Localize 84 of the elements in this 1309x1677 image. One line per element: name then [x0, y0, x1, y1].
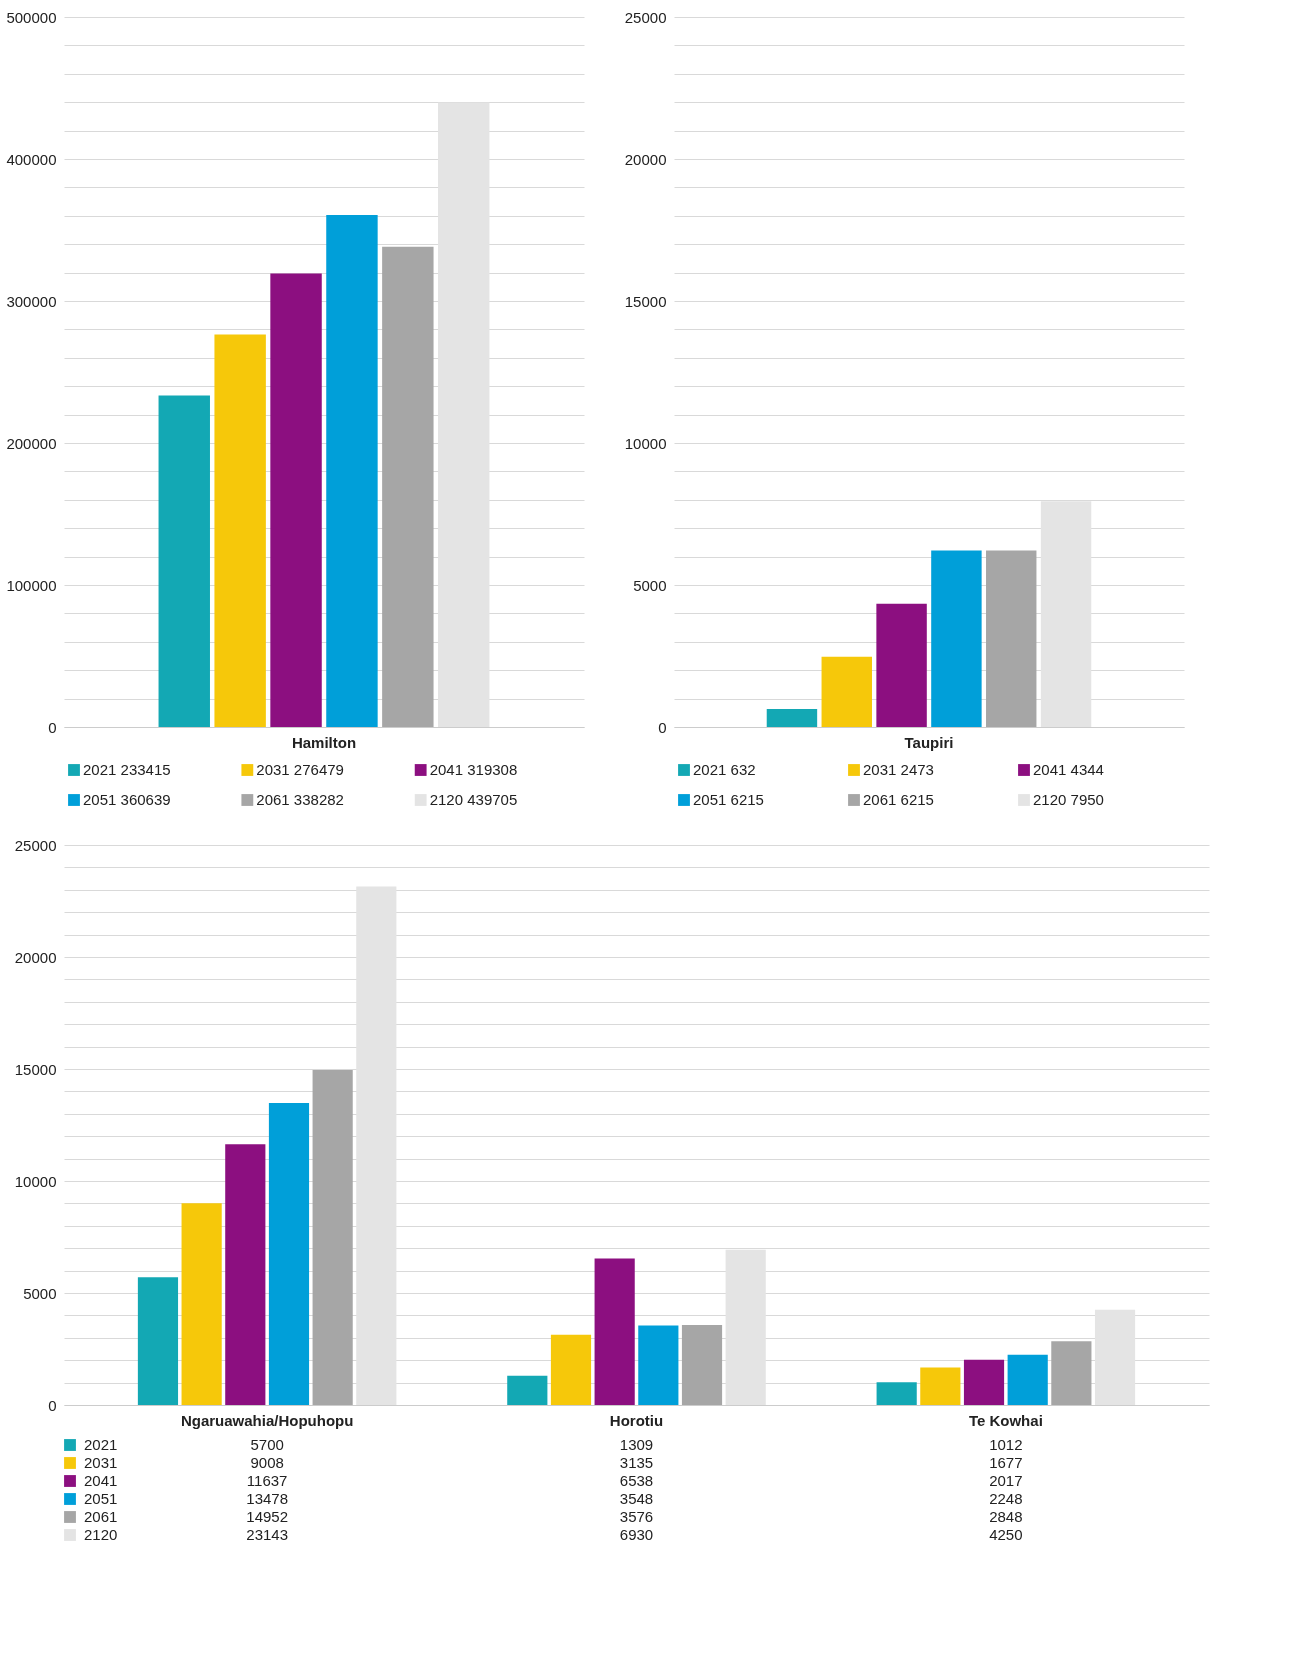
- bar: [270, 273, 322, 727]
- data-label: 4250: [989, 1526, 1023, 1543]
- data-label: 2017: [989, 1472, 1023, 1489]
- bar: [382, 246, 434, 727]
- legend-label: 2031 2473: [863, 761, 934, 778]
- legend-label: 2031 276479: [256, 761, 344, 778]
- bar: [1051, 1341, 1092, 1405]
- bar: [963, 1359, 1005, 1405]
- bar: [326, 214, 378, 727]
- data-label: 1677: [989, 1454, 1023, 1471]
- bar: [1007, 1354, 1048, 1405]
- bar: [920, 1367, 961, 1405]
- bar: [876, 603, 927, 727]
- bar: [986, 550, 1037, 727]
- y-tick-label: 10000: [14, 1172, 57, 1190]
- bar: [214, 334, 266, 727]
- data-label: 6538: [619, 1472, 654, 1489]
- legend-label: 2021: [84, 1436, 118, 1453]
- y-tick-label: 500000: [6, 8, 57, 26]
- legend-label: 2120: [84, 1526, 118, 1543]
- data-label: 3576: [619, 1508, 654, 1525]
- y-tick-label: 15000: [14, 1060, 57, 1078]
- bar: [550, 1334, 592, 1405]
- bar: [821, 656, 872, 727]
- legend-label: 2041 4344: [1033, 761, 1104, 778]
- data-label: 14952: [246, 1508, 288, 1525]
- bar: [507, 1375, 548, 1405]
- legend-label: 2120 7950: [1033, 791, 1104, 808]
- y-tick-label: 300000: [6, 292, 57, 310]
- bar: [158, 395, 210, 727]
- data-label: 2848: [989, 1508, 1023, 1525]
- legend-label: 2120 439705: [429, 791, 518, 808]
- y-tick-label: 20000: [624, 150, 667, 168]
- y-tick-label: 20000: [14, 948, 57, 966]
- data-label: 3548: [619, 1490, 654, 1507]
- x-tick-label: Horotiu: [609, 1411, 664, 1429]
- data-label: 13478: [246, 1490, 288, 1507]
- bar: [638, 1325, 679, 1405]
- data-label: 5700: [250, 1436, 284, 1453]
- data-label: 9008: [250, 1454, 284, 1471]
- legend-label: 2041: [84, 1472, 118, 1489]
- legend-label: 2051 360639: [83, 791, 171, 808]
- bar: [876, 1382, 917, 1405]
- y-tick-label: 10000: [624, 434, 667, 452]
- legend-label: 2061 338282: [256, 791, 344, 808]
- data-label: 1012: [989, 1436, 1023, 1453]
- bar: [268, 1103, 310, 1405]
- y-tick-label: 15000: [624, 292, 667, 310]
- x-tick-label: Hamilton: [291, 733, 357, 751]
- legend-label: 2031: [84, 1454, 118, 1471]
- x-tick-label: Taupiri: [904, 733, 954, 751]
- bar: [312, 1070, 353, 1405]
- bar: [181, 1203, 222, 1405]
- legend-label: 2061: [84, 1508, 118, 1525]
- y-tick-label: 200000: [6, 434, 57, 452]
- bar: [766, 709, 818, 727]
- data-label: 11637: [246, 1472, 288, 1489]
- data-label: 2248: [989, 1490, 1023, 1507]
- bar: [681, 1324, 723, 1405]
- y-tick-label: 400000: [6, 150, 57, 168]
- y-tick-label: 25000: [624, 8, 667, 26]
- data-label: 3135: [619, 1454, 654, 1471]
- legend-label: 2021 233415: [83, 761, 171, 778]
- y-tick-label: 100000: [6, 576, 57, 594]
- bar: [931, 550, 982, 727]
- y-tick-label: 5000: [23, 1284, 57, 1302]
- x-tick-label: Ngaruawahia/Hopuhopu: [180, 1411, 354, 1429]
- y-tick-label: 25000: [14, 836, 57, 854]
- bar: [594, 1258, 635, 1405]
- y-tick-label: 5000: [633, 576, 667, 594]
- legend-label: 2051 6215: [693, 791, 764, 808]
- data-label: 23143: [246, 1526, 288, 1543]
- legend-label: 2021 632: [693, 761, 756, 778]
- y-tick-label: 0: [658, 718, 667, 736]
- bar: [137, 1277, 179, 1405]
- data-label: 1309: [619, 1436, 654, 1453]
- y-tick-label: 0: [48, 1396, 57, 1414]
- legend-label: 2061 6215: [863, 791, 934, 808]
- legend-label: 2041 319308: [429, 761, 518, 778]
- bar: [225, 1144, 266, 1405]
- legend-label: 2051: [84, 1490, 118, 1507]
- y-tick-label: 0: [48, 718, 57, 736]
- data-label: 6930: [619, 1526, 654, 1543]
- x-tick-label: Te Kowhai: [968, 1411, 1043, 1429]
